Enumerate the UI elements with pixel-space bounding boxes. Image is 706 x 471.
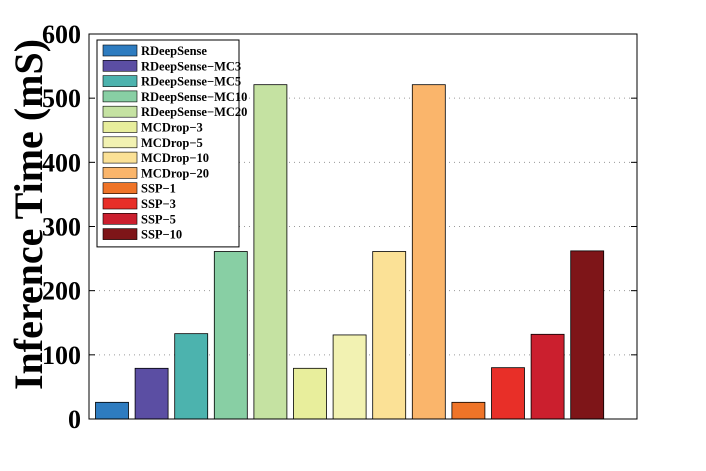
legend-swatch (102, 228, 138, 240)
legend-label: MCDrop−20 (141, 166, 209, 180)
legend-swatch (102, 59, 138, 72)
legend-label: MCDrop−3 (141, 121, 203, 135)
legend-swatch (102, 105, 138, 118)
legend-label: RDeepSense−MC3 (141, 59, 241, 73)
bar-mcdrop-3 (293, 367, 327, 420)
y-tick-label: 0 (68, 405, 81, 434)
legend-label: RDeepSense−MC20 (141, 105, 247, 119)
bar-mcdrop-10 (372, 251, 407, 420)
bar-rdeepsense-mc5 (174, 333, 209, 420)
bar-rdeepsense-mc20 (253, 84, 288, 420)
legend-label: SSP−3 (141, 197, 176, 211)
legend-swatch (102, 197, 138, 210)
y-tick-label: 400 (42, 148, 81, 177)
bar-ssp-5 (530, 333, 565, 420)
legend-swatch (102, 151, 138, 164)
y-tick-label: 500 (42, 84, 81, 113)
legend-label: SSP−5 (141, 212, 176, 226)
legend-swatch (102, 121, 138, 133)
y-tick-label: 600 (42, 20, 81, 49)
y-axis-ticks: 0 100 200 300 400 500 600 (42, 20, 637, 434)
legend-swatch (102, 136, 138, 149)
bar-mcdrop-20 (411, 84, 446, 420)
bar-ssp-1 (451, 401, 486, 420)
bar-rdeepsense-mc3 (134, 367, 169, 420)
legend-swatch (102, 75, 138, 87)
legend-swatch (102, 44, 138, 57)
legend-swatch (102, 182, 138, 194)
legend: RDeepSenseRDeepSense−MC3RDeepSense−MC5RD… (96, 39, 247, 248)
legend-label: MCDrop−10 (141, 151, 209, 165)
y-tick-label: 200 (42, 277, 81, 306)
legend-swatch (102, 213, 138, 225)
bar-mcdrop-5 (332, 334, 367, 420)
legend-label: RDeepSense (141, 44, 207, 58)
legend-swatch (102, 90, 138, 103)
legend-label: RDeepSense−MC10 (141, 90, 247, 104)
bar-rdeepsense-mc10 (213, 251, 248, 420)
legend-label: RDeepSense−MC5 (141, 75, 241, 89)
y-tick-label: 100 (42, 341, 81, 370)
legend-label: SSP−10 (141, 228, 182, 242)
y-tick-label: 300 (42, 213, 81, 242)
legend-label: SSP−1 (141, 182, 176, 196)
y-axis-label: Inference Time (mS) (6, 39, 51, 390)
legend-label: MCDrop−5 (141, 136, 203, 150)
bars (95, 84, 605, 420)
legend-swatch (102, 167, 138, 179)
bar-ssp-10 (570, 250, 605, 420)
bar-rdeepsense (95, 401, 129, 420)
bar-ssp-3 (491, 367, 525, 420)
